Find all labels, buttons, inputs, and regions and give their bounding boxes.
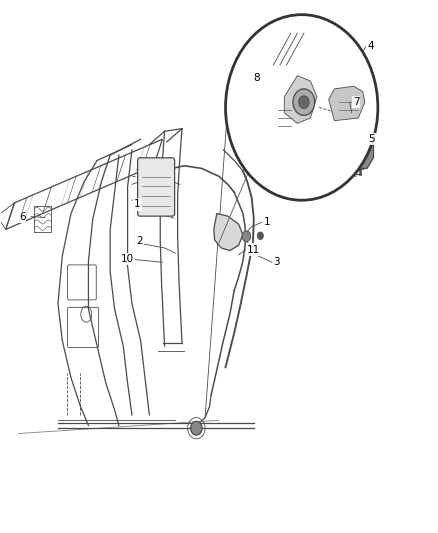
Circle shape (191, 421, 202, 435)
Polygon shape (328, 86, 365, 120)
Circle shape (226, 14, 378, 200)
Text: 3: 3 (273, 257, 279, 267)
Text: 4: 4 (367, 42, 374, 52)
Text: 10: 10 (121, 254, 134, 264)
Text: 7: 7 (353, 97, 359, 107)
Text: 11: 11 (247, 245, 260, 255)
Text: 1: 1 (263, 217, 270, 227)
Circle shape (299, 96, 309, 109)
Text: 8: 8 (253, 73, 260, 83)
FancyBboxPatch shape (138, 158, 175, 216)
Text: 1: 1 (134, 199, 141, 209)
Circle shape (242, 231, 251, 241)
Text: 2: 2 (136, 236, 143, 246)
Text: 6: 6 (19, 212, 25, 222)
Circle shape (293, 89, 315, 115)
Circle shape (257, 232, 263, 239)
Text: 5: 5 (368, 134, 374, 144)
Polygon shape (339, 139, 374, 168)
Polygon shape (214, 214, 243, 251)
Polygon shape (284, 76, 317, 123)
Circle shape (348, 55, 364, 75)
